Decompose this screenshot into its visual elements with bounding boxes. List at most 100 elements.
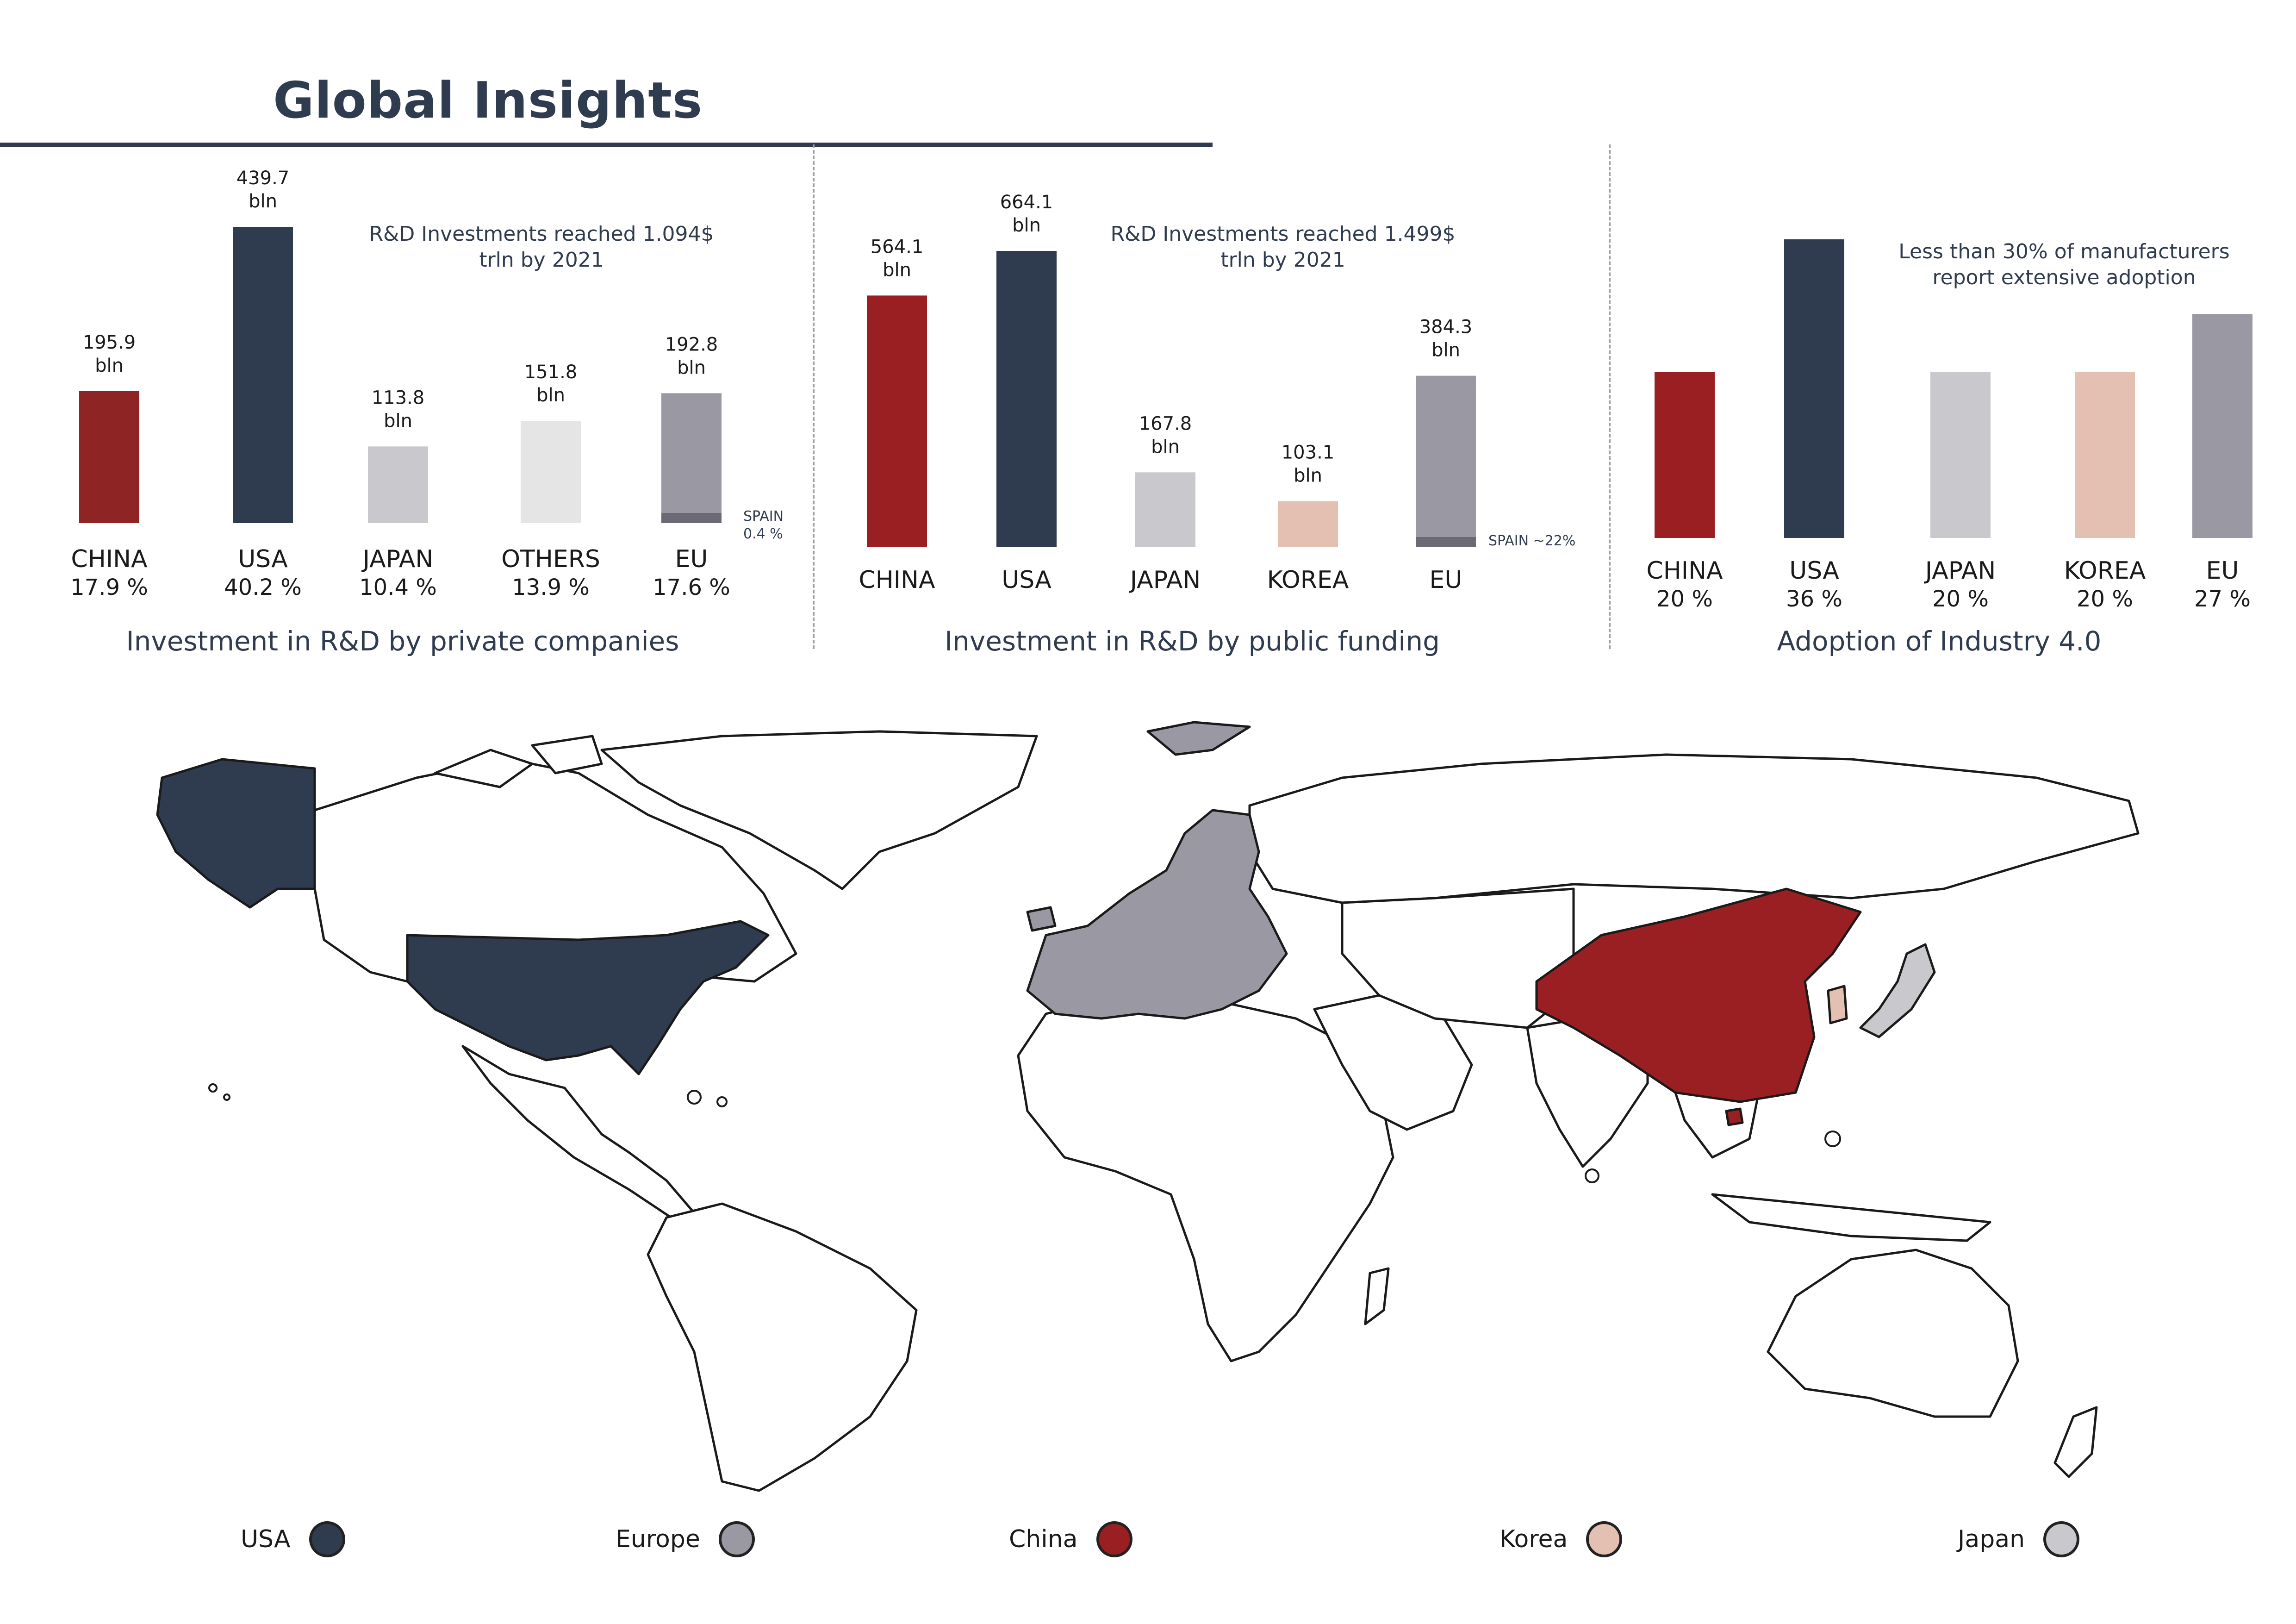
tick-label: EU xyxy=(1430,566,1462,594)
bar-japan xyxy=(368,446,428,523)
bar-china xyxy=(1655,372,1715,538)
tick-label: USA xyxy=(238,545,288,573)
legend-dot-china xyxy=(1096,1521,1132,1557)
tick-label: CHINA xyxy=(1646,557,1723,585)
chart-annotation: trln by 2021 xyxy=(1220,248,1345,272)
bar-korea xyxy=(2075,372,2135,538)
bar-segment-spain xyxy=(661,513,722,523)
data-label: 20 % xyxy=(2077,586,2133,612)
data-label: bln xyxy=(1151,436,1180,457)
data-label: bln xyxy=(384,410,412,431)
bar-usa xyxy=(1784,239,1844,538)
data-label: bln xyxy=(677,357,706,378)
bar-japan xyxy=(1135,472,1195,547)
legend-label-japan: Japan xyxy=(1958,1525,2025,1553)
caribbean-island-shape xyxy=(687,1090,702,1105)
legend-item-usa: USA xyxy=(241,1514,345,1565)
alaska-shape xyxy=(156,758,316,909)
world-map xyxy=(156,721,2140,1492)
legend-label-china: China xyxy=(1009,1525,1078,1553)
page-title: Global Insights xyxy=(273,72,703,130)
title-underline xyxy=(0,143,1213,147)
share-label: 13.9 % xyxy=(512,575,590,600)
hawaii-island-shape xyxy=(223,1093,230,1101)
tick-label: CHINA xyxy=(71,545,148,573)
arctic-island-shape xyxy=(434,749,534,788)
bar-eu xyxy=(2192,314,2252,538)
data-label: 439.7 xyxy=(236,168,290,189)
australia-shape xyxy=(1767,1249,2019,1418)
data-label: 151.8 xyxy=(524,362,578,383)
share-label: 10.4 % xyxy=(359,575,437,600)
tick-label: JAPAN xyxy=(1129,566,1201,594)
tick-label: CHINA xyxy=(859,566,935,594)
data-label: bln xyxy=(1431,340,1460,361)
bar-korea xyxy=(1278,501,1338,547)
tick-label: JAPAN xyxy=(1924,557,1996,585)
bar-usa xyxy=(233,227,293,523)
data-label: 103.1 xyxy=(1282,442,1335,463)
bar-eu xyxy=(1416,375,1476,547)
korea-shape xyxy=(1827,985,1848,1024)
tick-label: OTHERS xyxy=(501,545,600,573)
russia-shape xyxy=(1248,753,2140,904)
indonesia-shape xyxy=(1711,1193,1991,1242)
legend-item-europe: Europe xyxy=(616,1514,755,1565)
china-shape xyxy=(1535,887,1862,1103)
chart-annotation: Less than 30% of manufacturers xyxy=(1898,240,2229,263)
bar-segment-spain xyxy=(1416,537,1476,547)
segment-label: SPAIN ~22% xyxy=(1488,533,1575,549)
chart-separator-2 xyxy=(1609,144,1611,649)
segment-label: 0.4 % xyxy=(743,526,783,542)
data-label: bln xyxy=(883,259,911,281)
tick-label: EU xyxy=(675,545,708,573)
africa-shape xyxy=(1017,994,1394,1362)
data-label: 20 % xyxy=(1932,586,1989,612)
data-label: bln xyxy=(1012,215,1041,236)
bar-china xyxy=(79,391,139,523)
data-label: 564.1 xyxy=(871,236,924,257)
chart-annotation: R&D Investments reached 1.094$ xyxy=(369,222,714,246)
share-label: 17.6 % xyxy=(653,575,730,600)
legend-label-korea: Korea xyxy=(1500,1525,1568,1553)
data-label: 664.1 xyxy=(1000,192,1053,213)
bar-usa xyxy=(996,251,1057,547)
tick-label: JAPAN xyxy=(361,545,434,573)
data-label: 27 % xyxy=(2194,586,2251,612)
data-label: 384.3 xyxy=(1419,317,1473,338)
data-label: 20 % xyxy=(1656,586,1713,612)
share-label: 40.2 % xyxy=(224,575,302,600)
bar-eu xyxy=(661,393,722,523)
tick-label: USA xyxy=(1789,557,1839,585)
chart-title: Adoption of Industry 4.0 xyxy=(1777,625,2102,657)
legend-label-usa: USA xyxy=(241,1525,291,1553)
svalbard-shape xyxy=(1146,721,1251,756)
legend-item-china: China xyxy=(1009,1514,1132,1565)
hawaii-island-shape xyxy=(208,1083,218,1093)
legend-dot-korea xyxy=(1586,1521,1623,1557)
legend-dot-japan xyxy=(2043,1521,2080,1557)
legend-dot-usa xyxy=(309,1521,345,1557)
data-label: bln xyxy=(95,355,124,376)
mexico-shape xyxy=(461,1045,696,1219)
hainan-shape xyxy=(1725,1107,1744,1126)
chart-annotation: trln by 2021 xyxy=(479,248,604,272)
share-label: 17.9 % xyxy=(70,575,148,600)
chart-annotation: report extensive adoption xyxy=(1932,266,2196,289)
data-label: bln xyxy=(249,191,277,212)
arctic-island-shape xyxy=(531,735,603,775)
data-label: bln xyxy=(536,385,565,406)
data-label: bln xyxy=(1294,465,1322,487)
legend-item-japan: Japan xyxy=(1958,1514,2080,1565)
bar-others xyxy=(521,421,581,523)
philippines-island-shape xyxy=(1824,1131,1841,1147)
legend-item-korea: Korea xyxy=(1500,1514,1623,1565)
caribbean-island-shape xyxy=(716,1096,728,1107)
usa-shape xyxy=(406,920,770,1075)
madagascar-shape xyxy=(1364,1267,1390,1325)
data-label: 192.8 xyxy=(665,334,718,355)
japan-shape xyxy=(1859,943,1936,1038)
data-label: 36 % xyxy=(1786,586,1842,612)
europe-shape xyxy=(1026,809,1288,1020)
